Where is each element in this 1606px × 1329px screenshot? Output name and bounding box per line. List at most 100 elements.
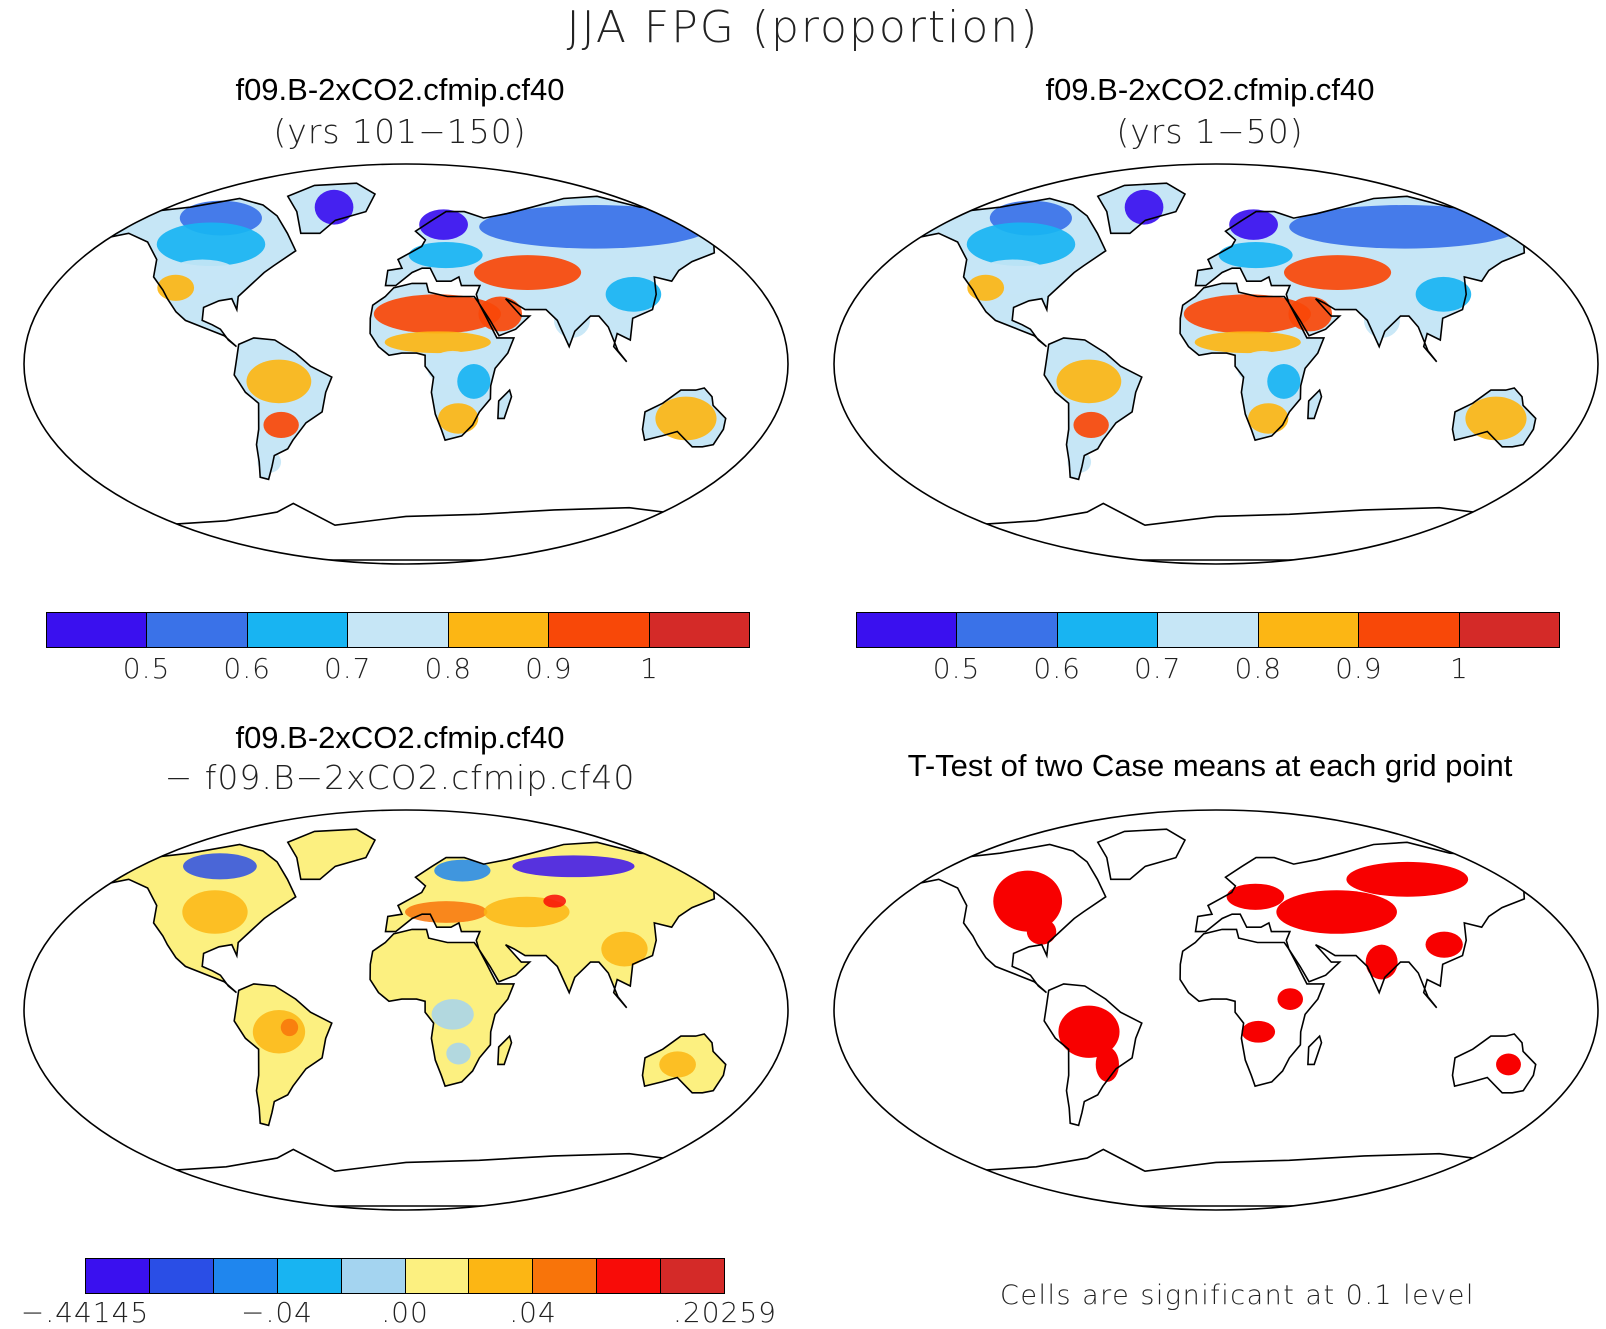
colorbar-top-right-swatch: [1158, 613, 1259, 647]
colorbar-top-left: [46, 612, 750, 648]
significant-cells: [1276, 890, 1397, 934]
colorbar-top-right-swatch: [857, 613, 958, 647]
colorbar-top-left-swatch: [247, 613, 349, 647]
colorbar-top-right-tick-label: 0.5: [932, 652, 981, 685]
region-amazon: [1056, 359, 1122, 404]
colorbar-top-left-tick-label: 0.7: [323, 652, 372, 685]
difference-region: [252, 1010, 306, 1054]
colorbar-top-right-swatch: [957, 613, 1058, 647]
continent-madagascar: [1307, 1036, 1322, 1065]
colorbar-top-left-tick-label: 0.9: [525, 652, 573, 685]
continent-africa: [1180, 929, 1324, 1087]
coastline-eurasia: [384, 195, 743, 363]
significant-cells: [1365, 944, 1398, 980]
colorbar-top-left-swatch: [348, 613, 449, 647]
coastline-greenland: [1096, 182, 1187, 235]
region-east-africa: [457, 364, 491, 399]
colorbar-bottom-left-swatch: [597, 1259, 662, 1293]
colorbar-top-left-swatch: [448, 613, 550, 647]
map-outline: [833, 163, 1599, 565]
map-outline: [23, 163, 789, 565]
significant-cells: [1095, 1047, 1119, 1082]
coastline-southAmerica: [1043, 337, 1143, 481]
region-siberia: [479, 205, 711, 249]
significant-cells: [993, 870, 1063, 932]
coastline-southAmerica: [233, 983, 333, 1127]
difference-region: [434, 859, 491, 882]
colorbar-bottom-left-swatch: [341, 1259, 406, 1293]
colorbar-top-left-swatch: [147, 613, 248, 647]
colorbar-bottom-left-swatch: [469, 1259, 534, 1293]
region-north-america: [966, 222, 1076, 266]
map-top-right: [833, 163, 1599, 565]
colorbar-top-left-swatch: [549, 613, 650, 647]
region-europe: [408, 242, 483, 269]
map-bottom-right: [833, 809, 1599, 1211]
coastline-eurasia: [1194, 195, 1553, 363]
figure-title: JJA FPG (proportion): [566, 2, 1040, 53]
colorbar-top-right-tick-label: 0.9: [1335, 652, 1383, 685]
significant-cells: [1346, 861, 1469, 897]
region-east-asia: [605, 276, 662, 312]
coastline-northAmerica: [89, 843, 297, 994]
significant-cells: [1277, 988, 1304, 1010]
significant-cells: [1241, 1020, 1276, 1043]
region-sahara: [373, 294, 502, 334]
panel-subtitle-bottom-left: − f09.B−2xCO2.cfmip.cf40: [164, 758, 636, 797]
difference-region: [512, 855, 635, 878]
colorbar-bottom-left-swatch: [277, 1259, 342, 1293]
region-india: [1364, 303, 1400, 338]
colorbar-bottom-left-swatch: [661, 1259, 725, 1293]
region-southern-africa: [1248, 403, 1289, 434]
panel-subtitle-top-left: (yrs 101−150): [273, 112, 527, 151]
region-central-asia: [473, 255, 582, 290]
colorbar-bottom-left-swatch: [213, 1259, 278, 1293]
region-australia: [1465, 396, 1527, 441]
map-bottom-left: [23, 809, 789, 1211]
continent-madagascar: [497, 1036, 512, 1065]
difference-region: [280, 1018, 299, 1037]
coastline-northAmerica: [89, 197, 297, 348]
colorbar-bottom-left-tick-label: −.44145: [20, 1296, 150, 1329]
continent-greenland: [287, 829, 375, 880]
colorbar-top-left-tick-label: 0.5: [122, 652, 171, 685]
region-india: [554, 303, 590, 338]
colorbar-bottom-left-swatch: [149, 1259, 214, 1293]
region-greenland: [314, 189, 354, 225]
region-sahel: [1194, 331, 1301, 354]
region-southern-africa: [438, 403, 479, 434]
difference-region: [446, 1042, 471, 1065]
coastline-northAmerica: [899, 843, 1107, 994]
region-europe: [1218, 242, 1293, 269]
coastline-greenland: [286, 182, 377, 235]
difference-region: [601, 931, 648, 967]
panel-title-top-right: f09.B-2xCO2.cfmip.cf40: [1045, 72, 1375, 107]
colorbar-bottom-left-swatch: [86, 1259, 150, 1293]
colorbar-top-right-tick-label: 0.6: [1033, 652, 1081, 685]
colorbar-top-left-tick-label: 1: [640, 652, 659, 685]
continent-australia: [1452, 1034, 1536, 1093]
colorbar-bottom-left-tick-label: .20259: [673, 1296, 777, 1329]
coastline-madagascar: [497, 388, 513, 420]
colorbar-top-right: [856, 612, 1560, 648]
coastline-africa: [1179, 282, 1326, 442]
region-amazon: [246, 359, 312, 404]
region-sahara: [1183, 294, 1312, 334]
difference-region: [659, 1051, 696, 1078]
coastline-africa: [369, 282, 516, 442]
region-greenland: [1124, 189, 1164, 225]
colorbar-top-left-swatch: [47, 613, 148, 647]
coastline-southAmerica: [1043, 983, 1143, 1127]
region-east-asia: [1415, 276, 1472, 312]
significance-note: Cells are significant at 0.1 level: [1000, 1280, 1475, 1311]
region-central-asia: [1283, 255, 1392, 290]
region-usa-west: [157, 274, 195, 301]
difference-region: [543, 894, 566, 908]
panel-title-top-left: f09.B-2xCO2.cfmip.cf40: [235, 72, 565, 107]
significant-cells: [1226, 883, 1285, 910]
coastline-australia: [641, 387, 727, 448]
coastline-eurasia: [384, 841, 743, 1009]
region-north-america: [156, 222, 266, 266]
continent-greenland: [1097, 829, 1185, 880]
colorbar-top-right-swatch: [1258, 613, 1360, 647]
